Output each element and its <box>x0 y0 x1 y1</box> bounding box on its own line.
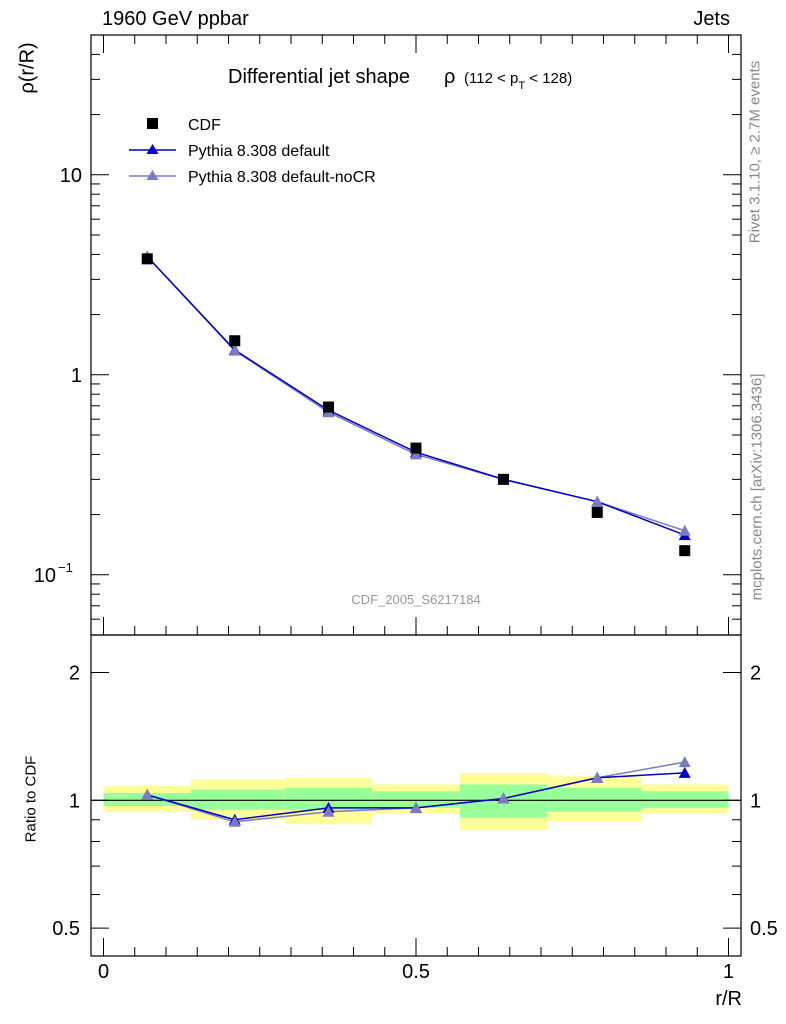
main-line-nocr <box>146 256 685 532</box>
ratio-point-nocr <box>591 771 604 783</box>
ratio-point-default <box>678 766 691 778</box>
main-ytick-label: 10 <box>60 165 82 187</box>
legend-label-cdf: CDF <box>188 117 221 134</box>
title-rho: ρ <box>444 66 455 88</box>
main-line-default <box>146 256 686 536</box>
ratio-band-stat <box>641 791 729 808</box>
main-point-cdf <box>498 473 509 485</box>
title-range: (112 < pT < 128) <box>464 70 572 92</box>
main-ytick-label: 10 <box>34 565 56 587</box>
header-left: 1960 GeV ppbar <box>102 8 249 30</box>
ratio-point-nocr <box>141 788 154 800</box>
ratio-ytick-label: 0.5 <box>52 918 80 940</box>
title-main: Differential jet shape <box>228 66 410 88</box>
ratio-ytick-label: 1 <box>69 790 80 812</box>
main-point-cdf <box>229 335 241 347</box>
ratio-band-stat <box>191 789 285 810</box>
ratio-point-nocr <box>497 792 510 804</box>
ratio-band-stat <box>284 787 373 810</box>
xlabel: r/R <box>715 988 742 1010</box>
ratio-point-nocr <box>410 801 422 813</box>
main-point-nocr <box>678 524 691 536</box>
ratio-ytick-label: 2 <box>69 662 80 684</box>
legend: CDF Pythia 8.308 default Pythia 8.308 de… <box>129 117 376 186</box>
ratio-ytick-label-right: 2 <box>750 662 761 684</box>
main-point-cdf <box>323 401 334 413</box>
header-right: Jets <box>693 8 730 30</box>
legend-marker-default <box>146 144 159 154</box>
main-point-cdf <box>591 506 603 518</box>
analysis-watermark: CDF_2005_S6217184 <box>351 592 480 607</box>
legend-marker-cdf <box>147 118 158 129</box>
legend-marker-nocr <box>146 170 159 180</box>
ratio-ytick-label-right: 1 <box>750 790 761 812</box>
main-ytick-label: 1 <box>71 365 82 387</box>
main-point-nocr <box>410 448 422 460</box>
main-point-cdf <box>410 442 422 454</box>
main-ytick-label-exp: −1 <box>58 560 73 575</box>
main-point-cdf <box>141 253 153 265</box>
main-point-nocr <box>591 495 604 507</box>
xtick-label: 1 <box>723 961 734 983</box>
ratio-point-nocr <box>228 815 241 827</box>
main-point-nocr <box>228 344 241 356</box>
ratio-point-nocr <box>678 756 691 768</box>
ratio-ytick-label-right: 0.5 <box>750 918 778 940</box>
xtick-label: 0 <box>98 961 109 983</box>
xtick-label: 0.5 <box>402 961 430 983</box>
legend-label-default: Pythia 8.308 default <box>188 143 330 160</box>
ratio-point-nocr <box>322 805 335 817</box>
legend-label-nocr: Pythia 8.308 default-noCR <box>188 169 376 186</box>
ratio-band-stat <box>372 791 460 808</box>
main-point-cdf <box>679 545 691 557</box>
